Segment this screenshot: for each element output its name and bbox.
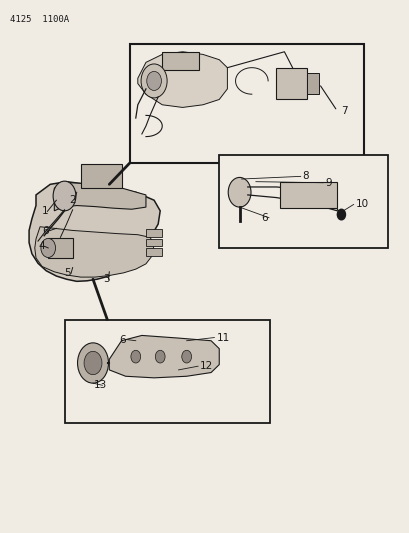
Bar bbox=[306, 73, 318, 94]
Circle shape bbox=[228, 177, 250, 207]
Polygon shape bbox=[35, 227, 154, 277]
Bar bbox=[276, 68, 306, 100]
Circle shape bbox=[337, 209, 345, 220]
Circle shape bbox=[41, 238, 55, 257]
Bar bbox=[280, 182, 337, 208]
Polygon shape bbox=[54, 183, 146, 211]
Circle shape bbox=[130, 350, 140, 363]
Circle shape bbox=[146, 71, 161, 91]
Bar bbox=[146, 239, 162, 246]
Text: 9: 9 bbox=[324, 177, 331, 188]
Bar bbox=[146, 248, 162, 256]
Bar bbox=[146, 229, 162, 237]
Text: 12: 12 bbox=[200, 361, 213, 371]
Text: 2: 2 bbox=[69, 195, 76, 205]
Text: 11: 11 bbox=[216, 333, 229, 343]
Circle shape bbox=[53, 181, 76, 211]
Text: 10: 10 bbox=[355, 199, 368, 209]
Text: 7: 7 bbox=[341, 106, 347, 116]
Text: 6: 6 bbox=[260, 213, 267, 223]
Circle shape bbox=[77, 343, 108, 383]
Text: 5: 5 bbox=[64, 269, 71, 278]
Text: 4: 4 bbox=[38, 241, 45, 252]
Text: 3: 3 bbox=[103, 274, 110, 284]
Polygon shape bbox=[137, 52, 227, 108]
Circle shape bbox=[181, 350, 191, 363]
Text: 13: 13 bbox=[94, 380, 107, 390]
Polygon shape bbox=[29, 182, 160, 281]
Text: 6: 6 bbox=[119, 335, 126, 345]
Circle shape bbox=[84, 351, 102, 375]
Bar bbox=[64, 319, 270, 423]
Text: 4125  1100A: 4125 1100A bbox=[9, 14, 68, 23]
Bar bbox=[219, 155, 387, 248]
Bar bbox=[129, 44, 363, 163]
Circle shape bbox=[155, 350, 165, 363]
Bar bbox=[48, 238, 72, 258]
Text: 1: 1 bbox=[42, 206, 49, 216]
Polygon shape bbox=[162, 52, 198, 70]
Circle shape bbox=[141, 64, 167, 98]
Text: 8: 8 bbox=[302, 172, 309, 181]
Bar bbox=[81, 164, 121, 188]
Polygon shape bbox=[109, 335, 219, 378]
Text: 6: 6 bbox=[42, 226, 49, 236]
